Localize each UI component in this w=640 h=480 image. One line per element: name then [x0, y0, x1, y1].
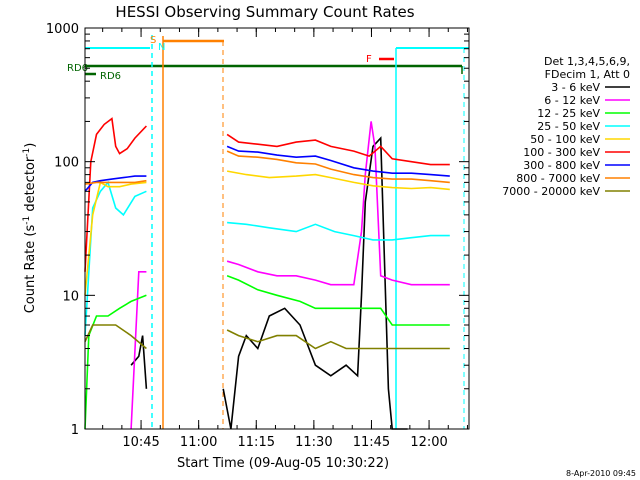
- legend-entry-label: 25 - 50 keV: [537, 120, 600, 133]
- series-line-4-part-2: [227, 221, 450, 241]
- x-tick-label: 10:45: [122, 435, 159, 450]
- flag-label-2: RD6: [100, 71, 121, 82]
- plot-frame: [84, 27, 470, 430]
- legend-entry-label: 6 - 12 keV: [544, 94, 600, 107]
- flag-label-5: F: [366, 54, 372, 65]
- flag-label-1: RD6: [67, 63, 88, 74]
- series-line-8: [84, 179, 147, 185]
- legend-entry-label: 300 - 800 keV: [523, 159, 600, 172]
- x-tick-label: 11:45: [353, 435, 390, 450]
- plot-series: [84, 117, 450, 430]
- series-line-2-part-2: [226, 121, 450, 286]
- x-tick-label: 11:30: [295, 435, 332, 450]
- series-line-5-part-2: [226, 170, 450, 191]
- series-line-6-part-2: [226, 133, 450, 166]
- y-tick-label: 1: [71, 423, 79, 438]
- series-line-7-part-2: [226, 145, 450, 177]
- legend-entry-label: 3 - 6 keV: [551, 81, 600, 94]
- x-tick-label: 12:00: [410, 435, 447, 450]
- legend-entry-label: 7000 - 20000 keV: [502, 185, 600, 198]
- series-line-9: [84, 324, 147, 350]
- footer-date: 8-Apr-2010 09:45: [566, 469, 636, 478]
- flag-label-3: S: [150, 35, 156, 46]
- legend-header-line: FDecim 1, Att 0: [545, 68, 630, 81]
- legend-entry-label: 50 - 100 keV: [530, 133, 600, 146]
- flag-labels: RD6 RD6 SN F: [67, 35, 372, 82]
- legend-header-line: Det 1,3,4,5,6,9,: [544, 55, 630, 68]
- legend-entry-label: 12 - 25 keV: [537, 107, 600, 120]
- series-line-9-part-2: [226, 329, 450, 350]
- x-axis-ticks: 10:45 11:00 11:15 11:30 11:45 12:00: [102, 28, 468, 450]
- series-line-3-part-2: [226, 275, 450, 326]
- y-axis-label: Count Rate (s-1 detector-1): [22, 143, 38, 314]
- flag-label-4: N: [158, 42, 165, 53]
- y-tick-label: 1000: [46, 22, 79, 37]
- legend-entry-label: 100 - 300 keV: [523, 146, 600, 159]
- legend: Det 1,3,4,5,6,9,FDecim 1, Att 03 - 6 keV…: [502, 55, 630, 198]
- y-axis-ticks: 1 10 100 1000: [46, 22, 469, 438]
- x-tick-label: 11:00: [180, 435, 217, 450]
- series-line-2: [130, 270, 147, 430]
- legend-entry-label: 800 - 7000 keV: [516, 172, 600, 185]
- series-line-1-part-2: [222, 136, 408, 430]
- series-line-6: [84, 117, 147, 272]
- series-line-8-part-2: [226, 150, 450, 184]
- series-line-4: [84, 180, 147, 336]
- flag-bars: [85, 35, 469, 429]
- chart-title: HESSI Observing Summary Count Rates: [115, 3, 414, 21]
- series-line-5: [84, 181, 147, 296]
- y-tick-label: 100: [54, 156, 79, 171]
- x-axis-label: Start Time (09-Aug-05 10:30:22): [177, 456, 389, 471]
- x-tick-label: 11:15: [238, 435, 275, 450]
- y-tick-label: 10: [62, 289, 79, 304]
